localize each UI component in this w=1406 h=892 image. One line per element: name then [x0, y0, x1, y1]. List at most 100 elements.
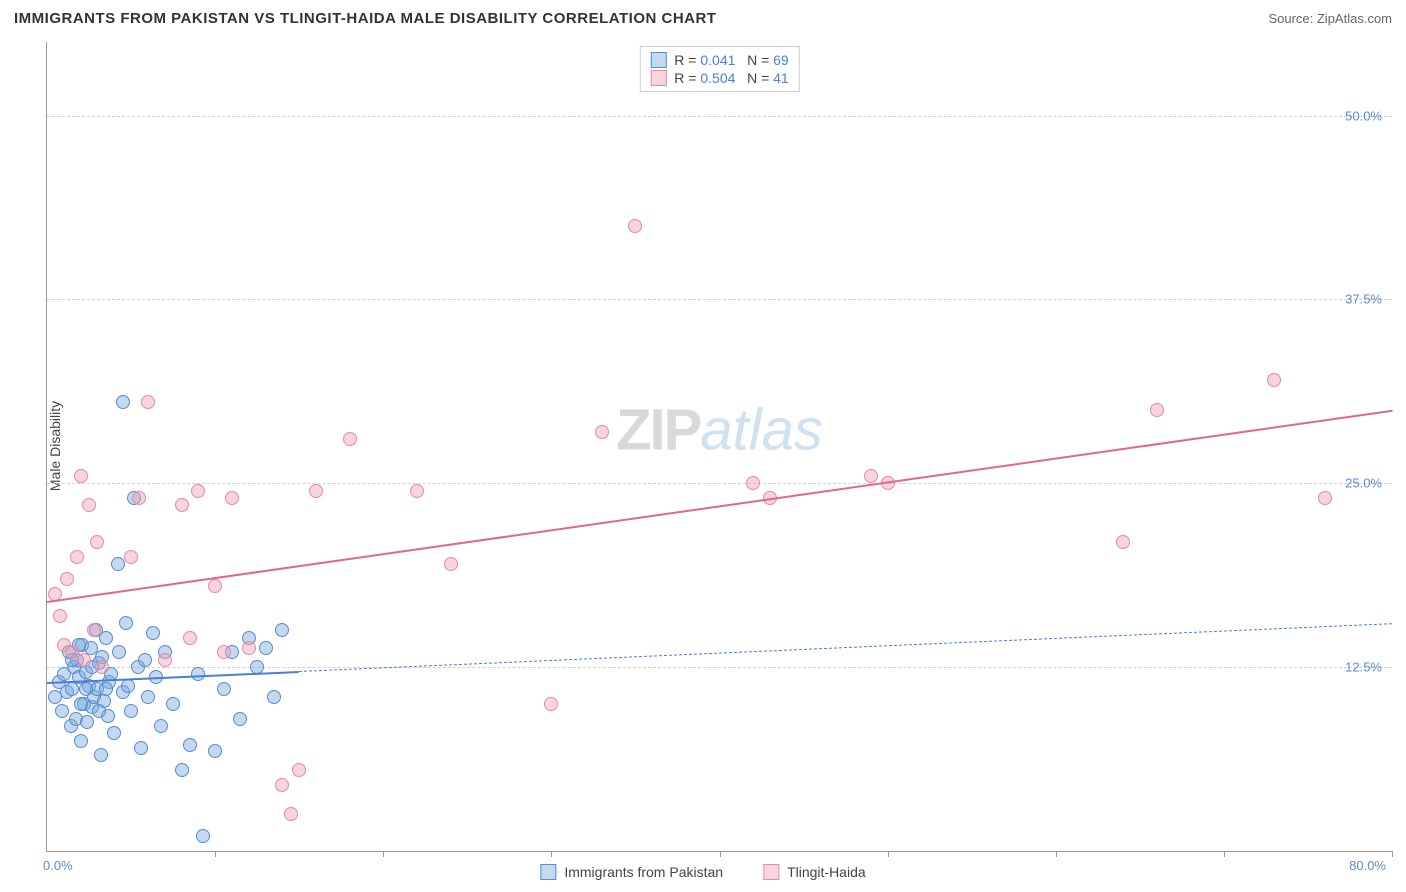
legend-swatch	[763, 864, 779, 880]
data-point	[1150, 403, 1164, 417]
legend-correlation-row: R = 0.041 N = 69	[650, 51, 788, 69]
data-point	[175, 498, 189, 512]
data-point	[141, 395, 155, 409]
data-point	[233, 712, 247, 726]
data-point	[166, 697, 180, 711]
data-point	[99, 682, 113, 696]
legend-swatch	[650, 70, 666, 86]
data-point	[267, 690, 281, 704]
data-point	[116, 395, 130, 409]
data-point	[242, 641, 256, 655]
data-point	[138, 653, 152, 667]
data-point	[309, 484, 323, 498]
data-point	[74, 697, 88, 711]
x-tick	[1392, 851, 1393, 857]
data-point	[628, 219, 642, 233]
data-point	[79, 682, 93, 696]
x-tick	[888, 851, 889, 857]
data-point	[77, 653, 91, 667]
data-point	[208, 579, 222, 593]
data-point	[111, 557, 125, 571]
data-point	[70, 550, 84, 564]
data-point	[146, 626, 160, 640]
data-point	[94, 748, 108, 762]
trend-line	[47, 410, 1392, 603]
y-tick-label: 12.5%	[1345, 660, 1382, 675]
chart-title: IMMIGRANTS FROM PAKISTAN VS TLINGIT-HAID…	[14, 10, 716, 27]
x-tick	[551, 851, 552, 857]
gridline-h	[47, 483, 1392, 484]
x-axis-max-label: 80.0%	[1349, 858, 1386, 873]
data-point	[82, 498, 96, 512]
data-point	[132, 491, 146, 505]
data-point	[196, 829, 210, 843]
legend-series: Immigrants from Pakistan Tlingit-Haida	[540, 864, 865, 880]
legend-correlation-text: R = 0.504 N = 41	[674, 70, 788, 86]
data-point	[217, 645, 231, 659]
x-tick	[215, 851, 216, 857]
x-tick	[1224, 851, 1225, 857]
x-axis-origin-label: 0.0%	[43, 858, 73, 873]
data-point	[87, 623, 101, 637]
data-point	[343, 432, 357, 446]
data-point	[225, 491, 239, 505]
data-point	[1116, 535, 1130, 549]
data-point	[112, 645, 126, 659]
legend-swatch	[650, 52, 666, 68]
data-point	[124, 704, 138, 718]
data-point	[92, 704, 106, 718]
trend-line	[299, 623, 1392, 672]
data-point	[183, 631, 197, 645]
y-tick-label: 37.5%	[1345, 292, 1382, 307]
gridline-h	[47, 299, 1392, 300]
gridline-h	[47, 667, 1392, 668]
chart-area: 12.5%25.0%37.5%50.0% ZIPatlas R = 0.041 …	[46, 42, 1392, 852]
data-point	[1267, 373, 1281, 387]
x-tick	[383, 851, 384, 857]
source-label: Source: ZipAtlas.com	[1268, 11, 1392, 26]
data-point	[119, 616, 133, 630]
data-point	[107, 726, 121, 740]
data-point	[141, 690, 155, 704]
x-tick	[720, 851, 721, 857]
data-point	[99, 631, 113, 645]
data-point	[124, 550, 138, 564]
legend-correlation-text: R = 0.041 N = 69	[674, 52, 788, 68]
y-tick-label: 50.0%	[1345, 108, 1382, 123]
data-point	[191, 484, 205, 498]
data-point	[217, 682, 231, 696]
data-point	[259, 641, 273, 655]
data-point	[275, 623, 289, 637]
data-point	[746, 476, 760, 490]
data-point	[183, 738, 197, 752]
legend-series-item: Tlingit-Haida	[763, 864, 866, 880]
data-point	[74, 469, 88, 483]
data-point	[292, 763, 306, 777]
data-point	[80, 715, 94, 729]
data-point	[284, 807, 298, 821]
plot-area: 12.5%25.0%37.5%50.0%	[47, 42, 1392, 851]
data-point	[595, 425, 609, 439]
data-point	[55, 704, 69, 718]
data-point	[175, 763, 189, 777]
data-point	[1318, 491, 1332, 505]
legend-correlation-row: R = 0.504 N = 41	[650, 69, 788, 87]
data-point	[864, 469, 878, 483]
x-tick	[1056, 851, 1057, 857]
legend-series-label: Tlingit-Haida	[787, 864, 866, 880]
data-point	[121, 679, 135, 693]
data-point	[275, 778, 289, 792]
data-point	[134, 741, 148, 755]
data-point	[544, 697, 558, 711]
legend-series-item: Immigrants from Pakistan	[540, 864, 723, 880]
data-point	[410, 484, 424, 498]
legend-series-label: Immigrants from Pakistan	[564, 864, 723, 880]
legend-correlation: R = 0.041 N = 69 R = 0.504 N = 41	[639, 46, 799, 92]
data-point	[208, 744, 222, 758]
data-point	[90, 535, 104, 549]
data-point	[154, 719, 168, 733]
gridline-h	[47, 116, 1392, 117]
data-point	[158, 653, 172, 667]
legend-swatch	[540, 864, 556, 880]
data-point	[60, 572, 74, 586]
